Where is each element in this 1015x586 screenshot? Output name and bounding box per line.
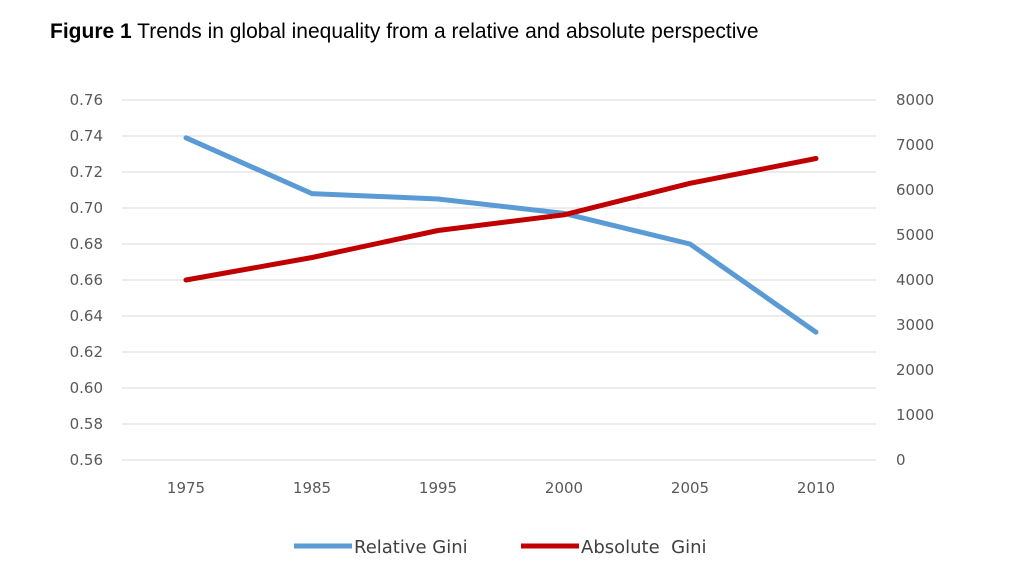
- legend-label-relative-gini: Relative Gini: [354, 537, 468, 558]
- x-axis-tick-label: 2000: [545, 479, 583, 497]
- right-axis-tick-label: 2000: [896, 361, 934, 379]
- x-axis-tick-label: 1985: [293, 479, 331, 497]
- left-axis-tick-label: 0.66: [70, 271, 103, 289]
- left-axis-tick-label: 0.58: [70, 415, 103, 433]
- figure-caption: Trends in global inequality from a relat…: [137, 20, 759, 43]
- left-axis-tick-label: 0.70: [70, 199, 103, 217]
- x-axis-tick-label: 1975: [167, 479, 205, 497]
- left-axis-tick-label: 0.74: [70, 127, 103, 145]
- right-axis-tick-label: 0: [896, 451, 906, 469]
- right-axis-tick-label: 5000: [896, 226, 934, 244]
- x-axis-tick-label: 1995: [419, 479, 457, 497]
- right-axis-tick-label: 8000: [896, 91, 934, 109]
- left-axis-tick-label: 0.68: [70, 235, 103, 253]
- right-axis-tick-label: 6000: [896, 181, 934, 199]
- figure-label: Figure 1: [50, 20, 132, 43]
- right-axis-tick-label: 3000: [896, 316, 934, 334]
- relative-gini-line: [183, 135, 819, 335]
- right-axis-tick-label: 1000: [896, 406, 934, 424]
- left-axis-tick-label: 0.56: [70, 451, 103, 469]
- left-axis-tick-label: 0.60: [70, 379, 103, 397]
- x-axis-tick-label: 2010: [797, 479, 835, 497]
- left-axis-tick-label: 0.62: [70, 343, 103, 361]
- left-axis-tick-label: 0.64: [70, 307, 103, 325]
- absolute-gini-line: [183, 156, 819, 283]
- left-axis-tick-label: 0.72: [70, 163, 103, 181]
- x-axis-tick-label: 2005: [671, 479, 709, 497]
- right-axis-tick-label: 7000: [896, 136, 934, 154]
- figure-title: Figure 1 Trends in global inequality fro…: [50, 20, 759, 44]
- legend-label-absolute-gini: Absolute Gini: [581, 537, 706, 558]
- right-axis-tick-label: 4000: [896, 271, 934, 289]
- left-axis-tick-label: 0.76: [70, 91, 103, 109]
